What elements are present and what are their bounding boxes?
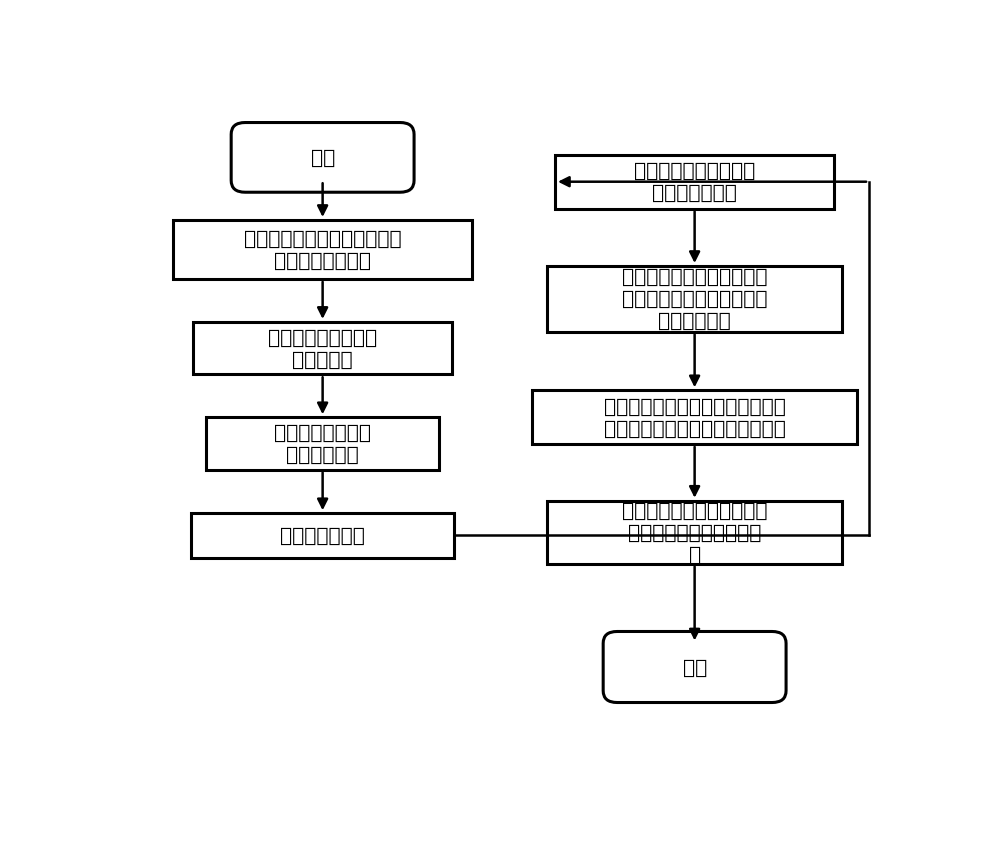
FancyBboxPatch shape	[231, 124, 414, 193]
Text: 转换单元类型，删除热
载荷及边界条件: 转换单元类型，删除热 载荷及边界条件	[634, 162, 755, 203]
FancyBboxPatch shape	[603, 632, 786, 703]
Bar	[193, 322, 452, 375]
Text: 求解热应力分析模型，得到
剩余预紧力及钉孔间隙数
据: 求解热应力分析模型，得到 剩余预紧力及钉孔间隙数 据	[622, 501, 767, 564]
Text: 求解传热模型，并
保存结果文件: 求解传热模型，并 保存结果文件	[274, 423, 371, 464]
Text: 结束: 结束	[682, 658, 707, 676]
Bar	[547, 267, 842, 333]
Text: 开始: 开始	[310, 148, 335, 168]
Bar	[173, 221, 472, 280]
Text: 将温度场结果文件作为预定义场施
加求解传热模型，并保存结果文件: 将温度场结果文件作为预定义场施 加求解传热模型，并保存结果文件	[604, 397, 786, 438]
Bar	[547, 501, 842, 564]
Text: 建立热分析模型，设置热分析
单元及及材料属性: 建立热分析模型，设置热分析 单元及及材料属性	[244, 229, 401, 270]
Bar	[532, 391, 857, 444]
Text: 施加热载荷边界条件
及初始条件: 施加热载荷边界条件 及初始条件	[268, 328, 377, 369]
Text: 瞬态热分析结束: 瞬态热分析结束	[280, 526, 365, 545]
Bar	[555, 155, 834, 210]
Bar	[191, 514, 454, 558]
Bar	[206, 418, 439, 470]
Text: 定力力学性能参数，施加初
始预紧力及钉孔间隙，施加
力学边界条件: 定力力学性能参数，施加初 始预紧力及钉孔间隙，施加 力学边界条件	[622, 268, 767, 331]
